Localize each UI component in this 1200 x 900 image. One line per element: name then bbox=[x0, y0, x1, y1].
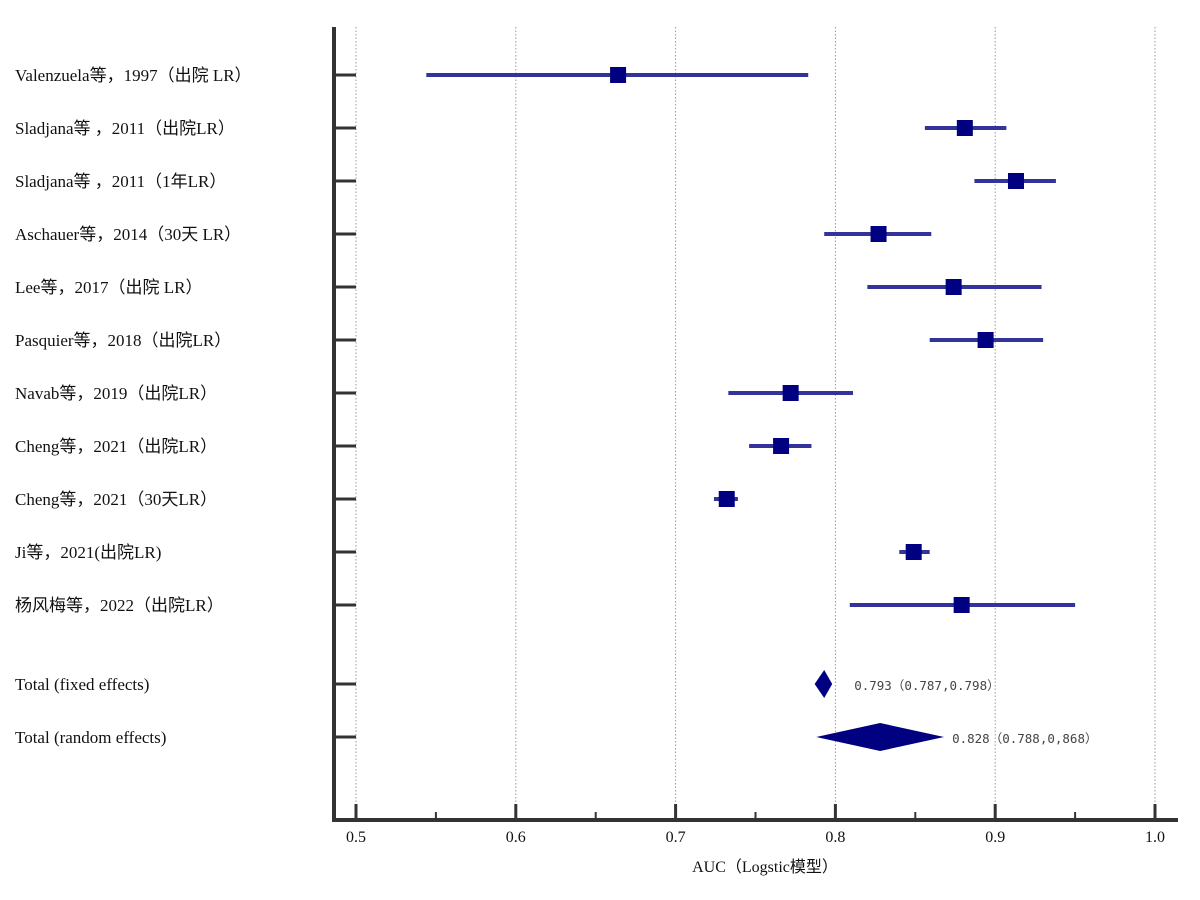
study-label: Aschauer等，2014（30天 LR） bbox=[15, 225, 241, 244]
x-tick-label: 0.9 bbox=[985, 829, 1005, 846]
point-estimate-marker bbox=[1007, 173, 1024, 189]
summary-label: Total (random effects) bbox=[15, 728, 166, 747]
x-tick-label: 0.7 bbox=[666, 829, 686, 846]
study-labels: Valenzuela等，1997（出院 LR） Sladjana等 ，2011（出… bbox=[15, 66, 1097, 747]
study-label: Sladjana等 ，2011（出院LR） bbox=[15, 119, 235, 138]
study-label: 杨风梅等，2022（出院LR） bbox=[15, 596, 224, 615]
point-estimate-marker bbox=[782, 385, 799, 401]
study-label: Cheng等，2021（30天LR） bbox=[15, 490, 217, 509]
point-estimate-marker bbox=[905, 544, 922, 560]
summary-label: Total (fixed effects) bbox=[15, 675, 149, 694]
point-estimate-marker bbox=[773, 438, 790, 454]
study-label: Valenzuela等，1997（出院 LR） bbox=[15, 66, 252, 85]
study-label: Lee等，2017（出院 LR） bbox=[15, 278, 202, 297]
point-estimate-marker bbox=[718, 491, 735, 507]
point-estimate-marker bbox=[610, 67, 627, 83]
x-tick-label: 1.0 bbox=[1145, 829, 1165, 846]
summary-value-label: 0.828（0.788,0,868） bbox=[952, 731, 1097, 746]
x-tick-label: 0.5 bbox=[346, 829, 366, 846]
summary-diamonds bbox=[814, 670, 945, 751]
x-tick-label: 0.8 bbox=[825, 829, 845, 846]
study-label: Sladjana等 ，2011（1年LR） bbox=[15, 172, 226, 191]
point-estimate-marker bbox=[956, 120, 973, 136]
point-estimate-marker bbox=[945, 279, 962, 295]
study-label: Pasquier等，2018（出院LR） bbox=[15, 331, 231, 350]
summary-diamond bbox=[816, 723, 945, 751]
axes bbox=[332, 27, 1178, 822]
point-estimate-marker bbox=[870, 226, 887, 242]
summary-diamond bbox=[814, 670, 833, 698]
point-estimates bbox=[610, 67, 1024, 613]
point-estimate-marker bbox=[953, 597, 970, 613]
study-label: Navab等，2019（出院LR） bbox=[15, 384, 217, 403]
x-tick-labels: 0.5 0.6 0.7 0.8 0.9 1.0 bbox=[346, 829, 1165, 846]
x-axis-title: AUC（Logstic模型） bbox=[692, 858, 838, 876]
point-estimate-marker bbox=[977, 332, 994, 348]
study-label: Ji等，2021(出院LR) bbox=[15, 543, 161, 562]
study-label: Cheng等，2021（出院LR） bbox=[15, 437, 217, 456]
summary-value-label: 0.793（0.787,0.798） bbox=[854, 678, 999, 693]
x-tick-label: 0.6 bbox=[506, 829, 526, 846]
grid-lines bbox=[355, 27, 1156, 820]
